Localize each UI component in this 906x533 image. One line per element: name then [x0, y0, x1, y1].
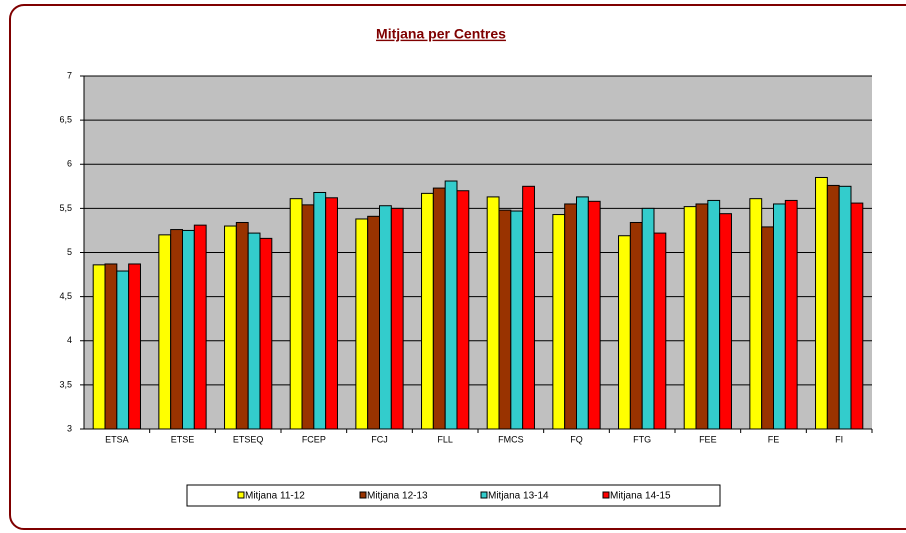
bar [522, 185, 535, 430]
bar [259, 237, 273, 430]
bar [564, 203, 577, 430]
y-tick-label: 5,5 [59, 203, 72, 213]
bar [116, 270, 130, 430]
bar [390, 207, 404, 430]
bar [749, 198, 763, 430]
legend-swatch [359, 491, 367, 499]
bar [182, 229, 195, 430]
legend [186, 484, 721, 507]
bar [815, 176, 828, 430]
bar [313, 191, 327, 430]
bar [289, 198, 303, 430]
legend-swatch [602, 491, 610, 499]
bar [510, 210, 524, 430]
bar [641, 207, 655, 430]
y-tick-label: 4 [67, 335, 72, 345]
legend-swatch [480, 491, 488, 499]
bar [618, 235, 631, 430]
bar [784, 199, 798, 430]
bar [486, 196, 500, 430]
y-tick-label: 3 [67, 423, 72, 433]
bar [761, 226, 774, 430]
bar [576, 196, 589, 430]
bar [193, 224, 207, 430]
bar [325, 197, 338, 430]
bar [629, 221, 643, 430]
bar [498, 209, 512, 430]
bar [104, 263, 118, 430]
y-tick-label: 7 [67, 70, 72, 80]
bar [379, 205, 392, 430]
bar [587, 200, 601, 430]
y-tick-label: 6,5 [59, 115, 72, 125]
bar [224, 225, 237, 430]
bar [552, 214, 566, 430]
x-tick-label: FLL [437, 434, 453, 444]
x-tick-label: FEE [699, 434, 717, 444]
x-tick-label: FQ [570, 434, 583, 444]
legend-label: Mitjana 11-12 [245, 491, 305, 502]
x-tick-label: FCJ [371, 434, 388, 444]
bar [850, 202, 864, 430]
bar [92, 264, 106, 430]
bar [707, 199, 721, 430]
bar [235, 221, 249, 430]
legend-label: Mitjana 12-13 [367, 491, 428, 502]
bar [653, 232, 667, 430]
bar [838, 185, 852, 430]
y-tick-label: 3,5 [59, 379, 72, 389]
chart-title: Mitjana per Centres [376, 26, 506, 42]
bar [170, 229, 183, 430]
y-tick-label: 4,5 [59, 291, 72, 301]
bar [301, 204, 315, 430]
x-tick-label: FE [768, 434, 780, 444]
bar [367, 215, 380, 430]
x-tick-label: FCEP [302, 434, 326, 444]
bar [247, 232, 261, 430]
bar [355, 218, 369, 430]
bar [826, 184, 840, 430]
x-tick-label: ETSE [171, 434, 195, 444]
x-tick-label: FMCS [498, 434, 524, 444]
bar [128, 263, 141, 430]
bar [444, 180, 458, 430]
bar [773, 203, 786, 430]
legend-label: Mitjana 13-14 [488, 491, 549, 502]
bar [719, 213, 732, 430]
bar [695, 203, 709, 430]
y-tick-label: 6 [67, 159, 72, 169]
x-tick-label: ETSA [105, 434, 129, 444]
x-tick-label: FI [835, 434, 843, 444]
bar [432, 187, 446, 430]
bar [158, 234, 172, 430]
bar [421, 192, 434, 430]
x-tick-label: FTG [633, 434, 651, 444]
legend-label: Mitjana 14-15 [610, 491, 671, 502]
x-tick-label: ETSEQ [233, 434, 264, 444]
bar [683, 206, 697, 430]
bar [456, 190, 470, 430]
legend-swatch [237, 491, 245, 499]
y-tick-label: 5 [67, 247, 72, 257]
